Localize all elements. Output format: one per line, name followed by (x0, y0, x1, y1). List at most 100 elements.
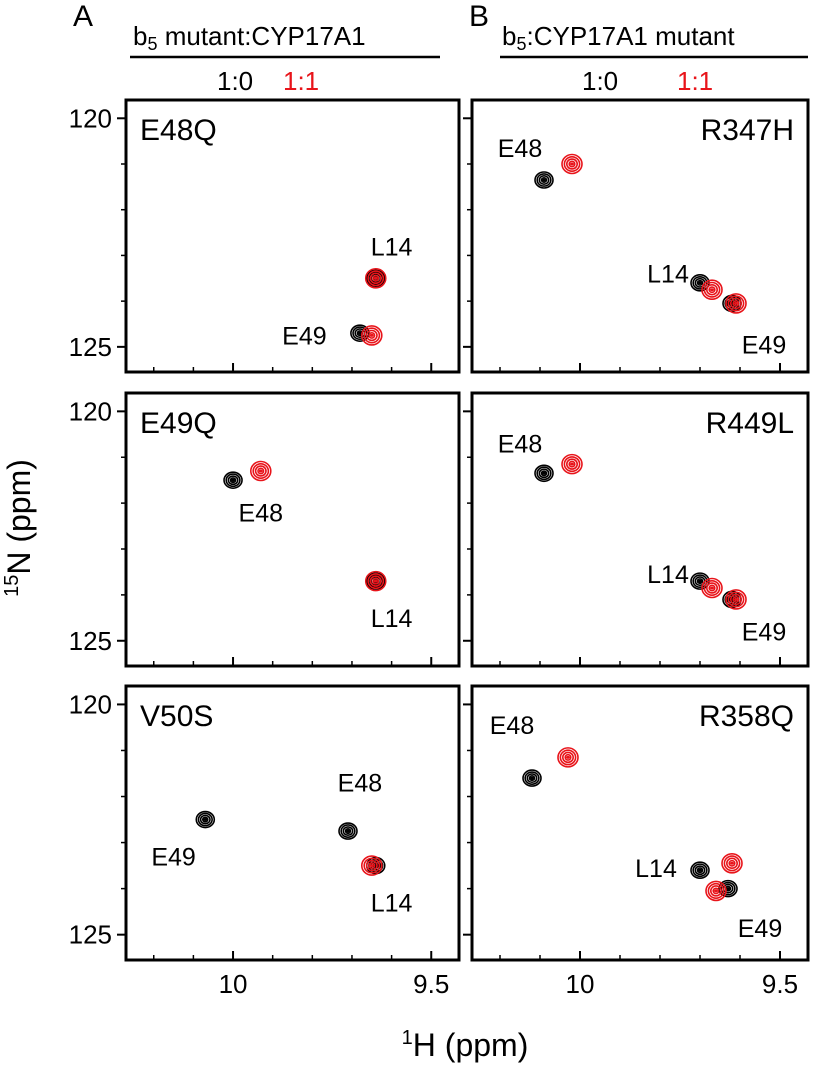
contour-ring (363, 857, 381, 874)
cross-peak (364, 267, 387, 289)
residue-label-e48: E48 (338, 770, 382, 798)
cross-peak (557, 747, 579, 768)
cross-peak (223, 471, 243, 489)
contour-ring (708, 584, 716, 592)
residue-label-e49: E49 (738, 915, 782, 943)
contour-core (369, 333, 374, 337)
contour-ring (227, 475, 239, 486)
panel-a1: 120 125 E48Q L14 E49 (69, 98, 461, 374)
panel-frame (124, 684, 461, 962)
contour-ring (732, 299, 740, 307)
contour-ring (561, 153, 583, 175)
contour-ring (369, 272, 382, 285)
y-tick-label: 120 (69, 689, 112, 719)
contour-ring (534, 171, 554, 189)
contour-ring (565, 458, 578, 470)
contour-ring (701, 279, 723, 301)
contour-core (231, 478, 236, 482)
contour-ring (522, 769, 542, 787)
contour-ring (201, 816, 209, 823)
x-tick-label: 9.5 (762, 969, 798, 999)
residue-label-l14: L14 (371, 233, 413, 261)
contour-ring (340, 824, 356, 838)
panel-a2: 120 125 E49Q E48 L14 (69, 391, 461, 668)
panel-b3: 10 9.5 R358Q E48 L14 E49 (463, 684, 810, 999)
cross-peak (534, 464, 554, 483)
contour-core (734, 597, 738, 601)
contour-core (530, 776, 534, 780)
panel-frame (470, 684, 810, 962)
residue-label-e48: E48 (239, 499, 283, 527)
contour-ring (696, 867, 704, 874)
residue-label-e48: E48 (498, 135, 542, 163)
contour-ring (728, 859, 736, 867)
residue-label-l14: L14 (635, 855, 677, 883)
contour-ring (705, 880, 727, 902)
contour-ring (195, 810, 216, 829)
contour-ring (721, 852, 743, 874)
contour-core (570, 162, 574, 166)
contour-ring (538, 468, 550, 479)
residue-label-l14: L14 (647, 261, 689, 289)
contour-ring (540, 176, 548, 184)
contour-ring (538, 175, 550, 185)
contour-ring (534, 464, 554, 483)
panel-letter-b: B (469, 0, 489, 33)
contour-core (698, 868, 702, 872)
x-tick-label: 10 (219, 969, 248, 999)
contour-ring (338, 822, 358, 840)
contour-ring (524, 771, 540, 785)
x-tick-label: 10 (566, 969, 595, 999)
contour-ring (725, 293, 747, 314)
y-tick-label: 120 (69, 396, 112, 426)
contour-ring (536, 173, 552, 187)
contour-ring (729, 297, 742, 310)
contour-core (710, 288, 714, 292)
contour-ring (718, 879, 738, 898)
residue-label-l14: L14 (371, 605, 413, 633)
ratio-red-b: 1:1 (677, 66, 713, 96)
contour-ring (568, 460, 576, 468)
contour-ring (727, 591, 745, 608)
contour-ring (694, 865, 706, 876)
panel-letter-a: A (73, 0, 93, 33)
cross-peak (725, 589, 747, 610)
contour-ring (692, 863, 708, 878)
residue-label-e49: E49 (282, 322, 326, 350)
contour-ring (252, 462, 270, 480)
contour-ring (690, 861, 710, 880)
contour-ring (540, 470, 548, 477)
contour-ring (372, 577, 380, 585)
contour-ring (696, 279, 704, 286)
panel-a3: 120 125 10 9.5 V50S E48 E49 L14 (69, 684, 461, 999)
y-tick-label: 120 (69, 103, 112, 133)
contour-ring (732, 596, 740, 603)
contour-ring (536, 466, 552, 481)
contour-ring (725, 857, 738, 870)
cross-peak (701, 279, 723, 301)
residue-label-e48: E48 (490, 712, 534, 740)
cross-peak (705, 880, 727, 902)
panels: 120 125 E48Q L14 E49 120 125 E49Q E48 L14 120 125 10… (69, 98, 810, 999)
contour-ring (363, 327, 381, 344)
contour-ring (360, 325, 383, 346)
cross-peak (701, 577, 723, 599)
panel-mutant-label: E49Q (140, 407, 217, 440)
contour-ring (559, 749, 577, 766)
contour-ring (725, 589, 747, 610)
contour-ring (526, 773, 538, 784)
contour-ring (692, 275, 708, 290)
contour-ring (692, 574, 708, 588)
contour-ring (565, 158, 578, 170)
contour-ring (344, 828, 352, 835)
y-tick-label: 125 (69, 626, 112, 656)
contour-ring (568, 160, 576, 168)
contour-core (203, 818, 208, 822)
contour-ring (729, 593, 742, 606)
cross-peak (690, 861, 710, 880)
contour-core (542, 178, 546, 182)
cross-peak (725, 293, 747, 314)
contour-core (734, 301, 738, 305)
ratio-red-a: 1:1 (283, 66, 319, 96)
contour-core (373, 276, 378, 280)
